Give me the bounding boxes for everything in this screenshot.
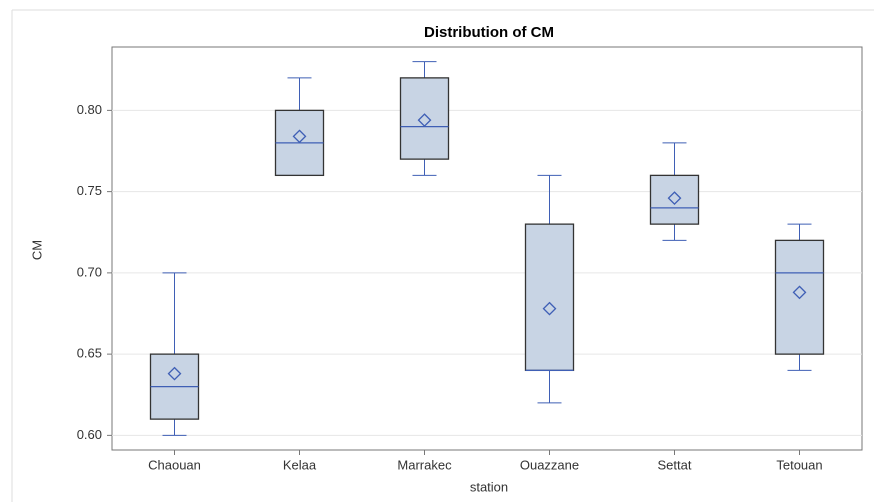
mean-marker (292, 129, 307, 144)
box (649, 174, 700, 225)
box (524, 223, 575, 372)
x-tick-label: Settat (658, 457, 692, 472)
mean-marker (542, 301, 557, 316)
chart-title: Distribution of CM (424, 24, 554, 41)
x-tick-label: Marrakec (397, 457, 452, 472)
box (399, 77, 450, 160)
x-tick-label: Kelaa (283, 457, 317, 472)
plot-frame (111, 46, 863, 451)
box (774, 239, 825, 355)
x-tick-label: Tetouan (776, 457, 822, 472)
x-tick-label: Chaouan (148, 457, 201, 472)
mean-marker (167, 366, 182, 381)
mean-marker (667, 191, 682, 206)
x-axis-label: station (470, 479, 508, 494)
mean-marker (417, 113, 432, 128)
y-tick-label: 0.65 (77, 346, 102, 361)
y-tick-label: 0.80 (77, 102, 102, 117)
y-axis-label: CM (29, 240, 44, 260)
y-tick-label: 0.60 (77, 427, 102, 442)
x-tick-label: Ouazzane (520, 457, 579, 472)
y-tick-label: 0.75 (77, 183, 102, 198)
mean-marker (792, 285, 807, 300)
y-tick-label: 0.70 (77, 264, 102, 279)
